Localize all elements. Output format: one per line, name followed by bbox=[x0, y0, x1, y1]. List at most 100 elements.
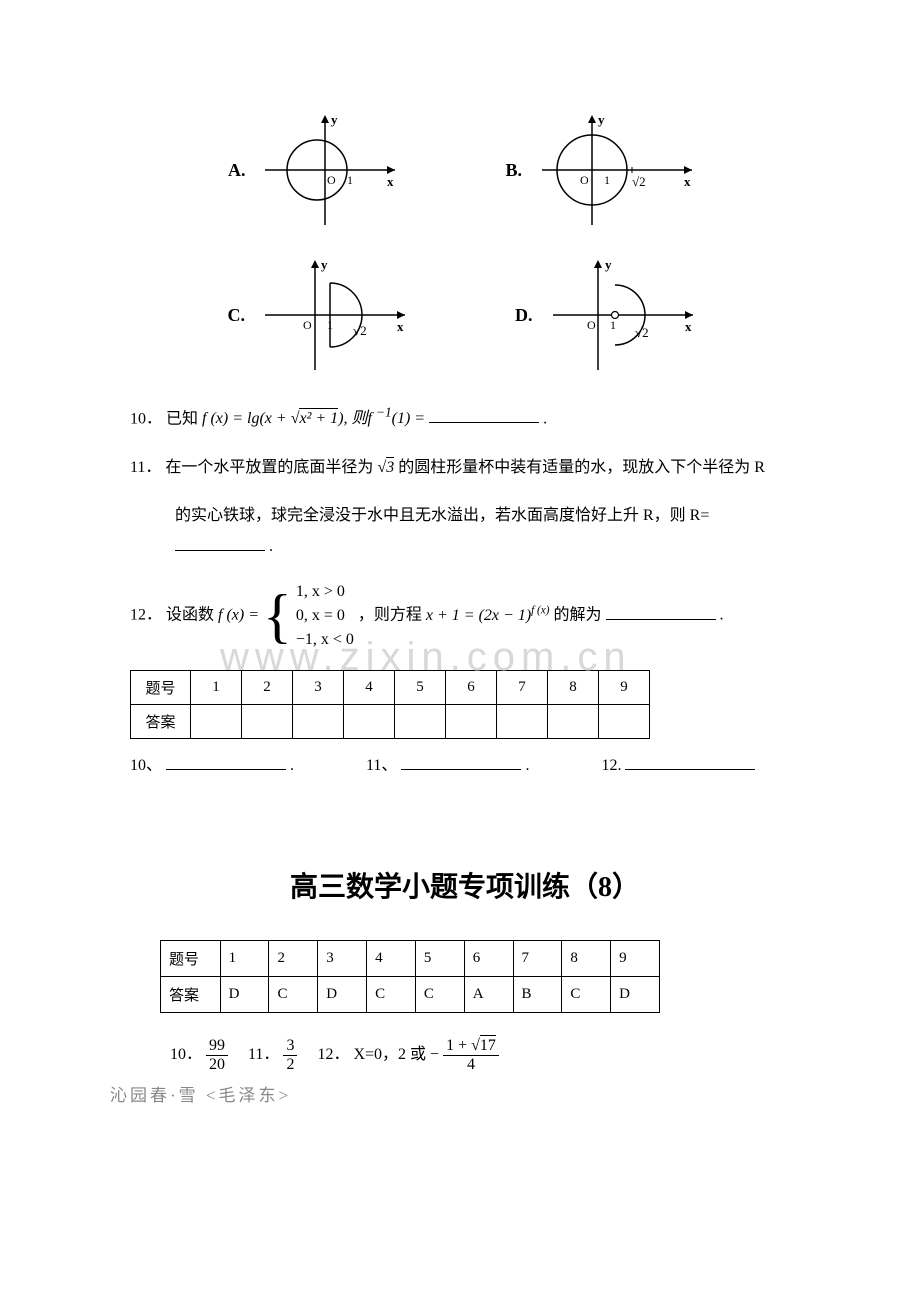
q11-period: . bbox=[269, 538, 273, 555]
col-6: 6 bbox=[446, 670, 497, 704]
svg-text:x: x bbox=[397, 319, 404, 334]
q10-formula: f (x) = lg(x + √x² + 1), 则f −1(1) = bbox=[202, 410, 429, 427]
fill-11-blank bbox=[401, 754, 521, 770]
q12-num: 12． bbox=[130, 607, 162, 624]
ans: D bbox=[611, 976, 660, 1012]
frac-den: 4 bbox=[443, 1056, 499, 1073]
q11-line2: 的实心铁球，球完全浸没于水中且无水溢出，若水面高度恰好上升 R，则 R= bbox=[175, 507, 709, 524]
fill-12-blank bbox=[625, 754, 755, 770]
col: 6 bbox=[464, 940, 513, 976]
graph-a: A. O 1 x y bbox=[228, 110, 406, 230]
final-11-label: 11． bbox=[248, 1046, 279, 1063]
col: 3 bbox=[318, 940, 367, 976]
svg-text:y: y bbox=[321, 257, 328, 272]
fill-period: . bbox=[525, 757, 529, 774]
ans-cell bbox=[599, 704, 650, 738]
ans: A bbox=[464, 976, 513, 1012]
ans-cell bbox=[446, 704, 497, 738]
svg-text:√2: √2 bbox=[635, 325, 649, 340]
question-10: 10． 已知 f (x) = lg(x + √x² + 1), 则f −1(1)… bbox=[130, 400, 800, 435]
final-10-label: 10． bbox=[170, 1046, 202, 1063]
svg-text:1: 1 bbox=[347, 173, 353, 187]
frac-den: 2 bbox=[283, 1056, 297, 1073]
graph-a-label: A. bbox=[228, 160, 246, 181]
graph-d-svg: O 1 √2 x y bbox=[543, 255, 703, 375]
q12-piecewise: { 1, x > 0 0, x = 0 −1, x < 0 bbox=[263, 580, 354, 652]
table-row: 答案 D C D C C A B C D bbox=[161, 976, 660, 1012]
q12-blank bbox=[606, 604, 716, 620]
table-row: 题号 1 2 3 4 5 6 7 8 9 bbox=[161, 940, 660, 976]
q11-text-a: 在一个水平放置的底面半径为 bbox=[165, 459, 377, 476]
answer-table-2: 题号 1 2 3 4 5 6 7 8 9 答案 D C D C C A B C … bbox=[160, 940, 660, 1013]
table-header: 题号 bbox=[161, 940, 221, 976]
q10-blank bbox=[429, 407, 539, 423]
q12-text-c: 的解为 bbox=[553, 607, 601, 624]
ans: D bbox=[220, 976, 269, 1012]
table-row: 题号 1 2 3 4 5 6 7 8 9 bbox=[131, 670, 650, 704]
graph-c-svg: O 1 √2 x y bbox=[255, 255, 415, 375]
graph-c: C. O 1 √2 x y bbox=[228, 255, 416, 375]
col-3: 3 bbox=[293, 670, 344, 704]
col: 9 bbox=[611, 940, 660, 976]
svg-text:1: 1 bbox=[327, 318, 333, 332]
question-11: 11． 在一个水平放置的底面半径为 √3 的圆柱形量杯中装有适量的水，现放入下个… bbox=[130, 453, 800, 483]
gap bbox=[298, 757, 322, 774]
svg-text:√2: √2 bbox=[353, 323, 367, 338]
svg-text:O: O bbox=[580, 173, 589, 187]
table-row-label: 答案 bbox=[131, 704, 191, 738]
q10-text: 已知 bbox=[166, 410, 202, 427]
col: 1 bbox=[220, 940, 269, 976]
ans-cell bbox=[191, 704, 242, 738]
fill-10-blank bbox=[166, 754, 286, 770]
graph-b-label: B. bbox=[505, 160, 522, 181]
frac-num: 1 + √17 bbox=[443, 1038, 499, 1056]
ans-cell bbox=[242, 704, 293, 738]
col-5: 5 bbox=[395, 670, 446, 704]
q11-sqrt3: √3 bbox=[377, 457, 394, 476]
graph-d: D. O 1 √2 x y bbox=[515, 255, 703, 375]
col: 8 bbox=[562, 940, 611, 976]
ans-cell bbox=[395, 704, 446, 738]
svg-text:√2: √2 bbox=[632, 174, 646, 189]
col-1: 1 bbox=[191, 670, 242, 704]
frac-num: 3 bbox=[283, 1038, 297, 1056]
ans: D bbox=[318, 976, 367, 1012]
answer-table-1: 题号 1 2 3 4 5 6 7 8 9 答案 bbox=[130, 670, 650, 739]
graph-c-label: C. bbox=[228, 305, 246, 326]
svg-text:y: y bbox=[605, 257, 612, 272]
q11-text-b: 的圆柱形量杯中装有适量的水，现放入下个半径为 R bbox=[398, 459, 765, 476]
col: 5 bbox=[415, 940, 464, 976]
col-9: 9 bbox=[599, 670, 650, 704]
final-12-frac: 1 + √17 4 bbox=[443, 1038, 499, 1073]
table-row: 答案 bbox=[131, 704, 650, 738]
ans-cell bbox=[293, 704, 344, 738]
section-title: 高三数学小题专项训练（8） bbox=[130, 865, 800, 905]
svg-text:1: 1 bbox=[610, 318, 616, 332]
svg-text:y: y bbox=[331, 112, 338, 127]
ans: C bbox=[269, 976, 318, 1012]
graph-b: B. O 1 √2 x y bbox=[505, 110, 702, 230]
q12-eq: x + 1 = (2x − 1)f (x) bbox=[426, 607, 550, 624]
svg-text:O: O bbox=[303, 318, 312, 332]
question-11-line2: 的实心铁球，球完全浸没于水中且无水溢出，若水面高度恰好上升 R，则 R= . bbox=[130, 501, 800, 562]
q11-num: 11． bbox=[130, 459, 161, 476]
col: 7 bbox=[513, 940, 562, 976]
final-10-frac: 99 20 bbox=[206, 1038, 228, 1073]
frac-num: 99 bbox=[206, 1038, 228, 1056]
q10-num: 10． bbox=[130, 410, 162, 427]
q12-fx: f (x) = bbox=[218, 607, 263, 624]
svg-text:x: x bbox=[685, 319, 692, 334]
final-answers: 10． 99 20 11． 3 2 12． X=0，2 或 − 1 + √17 … bbox=[170, 1038, 800, 1073]
gap bbox=[533, 757, 557, 774]
ans-cell bbox=[497, 704, 548, 738]
col: 4 bbox=[367, 940, 416, 976]
ans-cell bbox=[344, 704, 395, 738]
final-12-text: X=0，2 或 − bbox=[353, 1046, 439, 1063]
svg-text:1: 1 bbox=[604, 173, 610, 187]
ans: C bbox=[562, 976, 611, 1012]
final-11-frac: 3 2 bbox=[283, 1038, 297, 1073]
svg-text:x: x bbox=[684, 174, 691, 189]
col: 2 bbox=[269, 940, 318, 976]
fill-11: 11、 bbox=[366, 757, 397, 774]
svg-text:y: y bbox=[598, 112, 605, 127]
